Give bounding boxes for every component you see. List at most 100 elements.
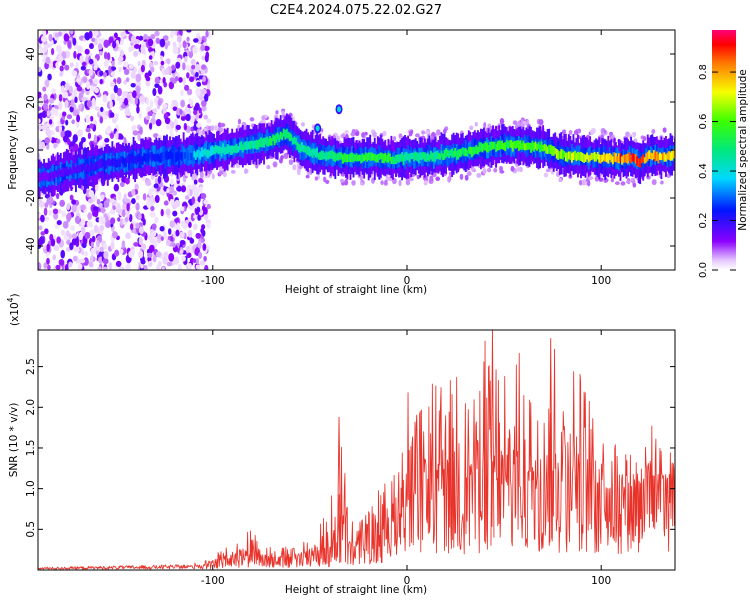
noise-speckle xyxy=(182,62,186,71)
halo-speckle xyxy=(249,117,255,122)
ridge-cell xyxy=(366,153,369,162)
ridge-cell xyxy=(241,144,244,153)
ridge-cell xyxy=(466,149,469,157)
halo-speckle xyxy=(380,180,384,186)
ridge-cell xyxy=(442,153,444,161)
ridge-cell xyxy=(58,168,61,176)
ridge-cell xyxy=(457,149,460,160)
noise-speckle xyxy=(67,138,71,146)
noise-speckle xyxy=(203,45,210,52)
ridge-cell xyxy=(361,153,364,163)
ridge-cell xyxy=(46,172,49,181)
ridge-cell xyxy=(279,131,282,140)
ridge-cell xyxy=(658,152,661,160)
halo-speckle xyxy=(230,170,236,174)
halo-speckle xyxy=(384,179,388,185)
halo-speckle xyxy=(588,176,594,180)
noise-speckle xyxy=(135,222,140,229)
noise-speckle xyxy=(64,83,69,90)
ridge-cell xyxy=(628,152,631,162)
noise-speckle xyxy=(202,243,207,251)
ridge-cell xyxy=(536,143,538,151)
bottom-x-axis: -100 0 100 xyxy=(201,330,611,587)
ridge-cell xyxy=(569,151,572,161)
noise-speckle xyxy=(138,113,143,119)
ridge-cell xyxy=(461,147,464,155)
ridge-cell xyxy=(646,151,649,161)
ridge-cell xyxy=(426,152,429,161)
ridge-cell xyxy=(220,147,223,157)
halo-speckle xyxy=(237,118,242,125)
noise-speckle xyxy=(190,212,196,222)
noise-speckle xyxy=(186,30,192,33)
noise-speckle xyxy=(75,61,79,70)
ridge-cell xyxy=(238,142,241,151)
ridge-cell xyxy=(184,152,187,159)
noise-speckle xyxy=(49,97,54,104)
noise-speckle xyxy=(188,51,193,59)
noise-speckle xyxy=(203,114,208,120)
noise-speckle xyxy=(64,64,70,71)
ridge-cell xyxy=(370,152,373,161)
noise-speckle xyxy=(78,104,82,111)
halo-speckle xyxy=(280,155,284,160)
halo-speckle xyxy=(423,180,428,186)
noise-speckle xyxy=(111,60,115,67)
noise-speckle xyxy=(186,188,190,197)
ridge-cell xyxy=(360,154,363,164)
ridge-cell xyxy=(487,145,490,153)
noise-speckle xyxy=(182,40,187,49)
noise-speckle xyxy=(117,55,124,62)
noise-speckle xyxy=(59,199,66,207)
halo-speckle xyxy=(372,131,377,138)
ridge-cell xyxy=(325,151,328,161)
ridge-cell xyxy=(87,163,90,173)
ridge-cell xyxy=(250,140,253,148)
halo-speckle xyxy=(558,177,563,183)
halo-speckle xyxy=(359,181,364,186)
ridge-cell xyxy=(508,140,511,148)
halo-speckle xyxy=(421,130,426,135)
ridge-cell xyxy=(122,156,124,165)
ridge-cell xyxy=(216,145,218,153)
noise-speckle xyxy=(133,50,139,58)
ridge-cell xyxy=(64,167,67,175)
noise-speckle xyxy=(93,209,99,218)
ridge-cell xyxy=(445,148,447,158)
ridge-cell xyxy=(135,155,138,165)
noise-speckle xyxy=(56,138,61,144)
halo-speckle xyxy=(464,174,469,181)
top-x-axis: -100 0 100 xyxy=(201,30,611,287)
ridge-cell xyxy=(120,156,123,163)
noise-speckle xyxy=(206,118,212,124)
noise-speckle xyxy=(191,64,196,70)
noise-speckle xyxy=(188,76,195,83)
colorbar-tick-label: 0.0 xyxy=(698,262,709,278)
ridge-cell xyxy=(56,171,59,179)
noise-speckle xyxy=(159,225,165,232)
noise-speckle xyxy=(153,183,159,189)
ridge-cell xyxy=(413,152,416,162)
ridge-cell xyxy=(67,169,70,177)
noise-speckle xyxy=(154,30,160,37)
noise-speckle xyxy=(201,205,206,212)
halo-speckle xyxy=(409,177,414,182)
noise-speckle xyxy=(89,123,94,129)
noise-speckle xyxy=(149,211,156,218)
noise-speckle xyxy=(170,132,175,139)
ridge-cell xyxy=(65,166,68,177)
noise-speckle xyxy=(43,44,48,53)
ridge-cell xyxy=(285,128,288,139)
noise-speckle xyxy=(168,81,175,90)
ridge-cell xyxy=(621,156,623,165)
noise-speckle xyxy=(72,134,78,143)
noise-speckle xyxy=(202,76,206,82)
ridge-cell xyxy=(210,146,212,156)
snr-spike xyxy=(490,330,495,546)
ridge-cell xyxy=(481,143,484,153)
noise-speckle xyxy=(44,79,50,88)
ridge-cell xyxy=(490,141,493,151)
noise-speckle xyxy=(75,247,80,253)
ridge-cell xyxy=(255,140,258,150)
ridge-cell xyxy=(261,138,264,147)
